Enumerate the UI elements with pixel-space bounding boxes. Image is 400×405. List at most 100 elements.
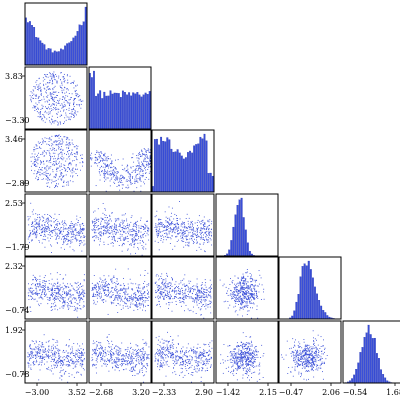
scatter-point xyxy=(60,231,61,232)
scatter-point xyxy=(61,239,62,240)
scatter-point xyxy=(145,231,146,232)
scatter-point xyxy=(56,362,57,363)
scatter-point xyxy=(258,286,259,287)
scatter-point xyxy=(184,274,185,275)
scatter-point xyxy=(127,364,128,365)
scatter-point xyxy=(34,149,35,150)
scatter-point xyxy=(67,171,68,172)
scatter-point xyxy=(243,309,244,310)
scatter-point xyxy=(45,101,46,102)
scatter-point xyxy=(32,230,33,231)
scatter-point xyxy=(67,144,68,145)
scatter-point xyxy=(42,299,43,300)
scatter-point xyxy=(147,150,148,151)
scatter-point xyxy=(72,353,73,354)
scatter-point xyxy=(136,225,137,226)
scatter-point xyxy=(79,350,80,351)
scatter-point xyxy=(64,228,65,229)
scatter-point xyxy=(188,232,189,233)
scatter-point xyxy=(186,295,187,296)
scatter-point xyxy=(106,165,107,166)
scatter-point xyxy=(201,232,202,233)
scatter-point xyxy=(165,226,166,227)
scatter-point xyxy=(240,308,241,309)
scatter-point xyxy=(95,218,96,219)
scatter-point xyxy=(61,227,62,228)
scatter-point xyxy=(133,298,134,299)
scatter-point xyxy=(93,236,94,237)
scatter-point xyxy=(251,303,252,304)
scatter-point xyxy=(63,299,64,300)
scatter-point xyxy=(57,293,58,294)
scatter-point xyxy=(38,226,39,227)
scatter-point xyxy=(188,235,189,236)
scatter-point xyxy=(41,297,42,298)
scatter-point xyxy=(75,238,76,239)
scatter-point xyxy=(73,231,74,232)
scatter-point xyxy=(40,111,41,112)
histogram-bar xyxy=(139,95,141,129)
scatter-point xyxy=(74,250,75,251)
scatter-point xyxy=(115,288,116,289)
scatter-point xyxy=(240,304,241,305)
scatter-point xyxy=(41,298,42,299)
scatter-point xyxy=(44,214,45,215)
scatter-point xyxy=(82,289,83,290)
histogram-bar xyxy=(353,375,355,383)
scatter-point xyxy=(178,230,179,231)
scatter-point xyxy=(140,220,141,221)
scatter-point xyxy=(78,297,79,298)
scatter-point xyxy=(101,171,102,172)
scatter-point xyxy=(100,345,101,346)
scatter-point xyxy=(122,221,123,222)
scatter-point xyxy=(197,242,198,243)
scatter-point xyxy=(166,217,167,218)
scatter-point xyxy=(123,358,124,359)
scatter-point xyxy=(200,292,201,293)
scatter-point xyxy=(33,275,34,276)
scatter-point xyxy=(115,227,116,228)
scatter-point xyxy=(121,309,122,310)
scatter-point xyxy=(55,136,56,137)
scatter-point xyxy=(55,109,56,110)
scatter-point xyxy=(181,226,182,227)
scatter-point xyxy=(235,298,236,299)
scatter-point xyxy=(182,233,183,234)
scatter-point xyxy=(32,292,33,293)
scatter-point xyxy=(39,223,40,224)
scatter-point xyxy=(29,289,30,290)
scatter-point xyxy=(134,179,135,180)
scatter-point xyxy=(144,360,145,361)
scatter-point xyxy=(50,94,51,95)
scatter-point xyxy=(70,171,71,172)
scatter-point xyxy=(58,179,59,180)
scatter-point xyxy=(49,187,50,188)
scatter-point xyxy=(46,183,47,184)
scatter-point xyxy=(63,182,64,183)
scatter-point xyxy=(118,219,119,220)
scatter-point xyxy=(237,298,238,299)
scatter-point xyxy=(62,177,63,178)
scatter-point xyxy=(35,154,36,155)
scatter-point xyxy=(49,137,50,138)
scatter-point xyxy=(182,301,183,302)
scatter-point xyxy=(68,366,69,367)
scatter-point xyxy=(41,173,42,174)
scatter-point xyxy=(101,218,102,219)
scatter-point xyxy=(235,276,236,277)
scatter-point xyxy=(101,152,102,153)
scatter-point xyxy=(67,228,68,229)
scatter-point xyxy=(47,87,48,88)
scatter-point xyxy=(131,283,132,284)
scatter-point xyxy=(159,219,160,220)
scatter-point xyxy=(93,295,94,296)
scatter-point xyxy=(72,230,73,231)
scatter-point xyxy=(227,301,228,302)
scatter-point xyxy=(196,298,197,299)
scatter-point xyxy=(129,370,130,371)
scatter-point xyxy=(80,243,81,244)
scatter-point xyxy=(81,236,82,237)
scatter-point xyxy=(64,99,65,100)
scatter-point xyxy=(51,77,52,78)
scatter-point xyxy=(37,279,38,280)
